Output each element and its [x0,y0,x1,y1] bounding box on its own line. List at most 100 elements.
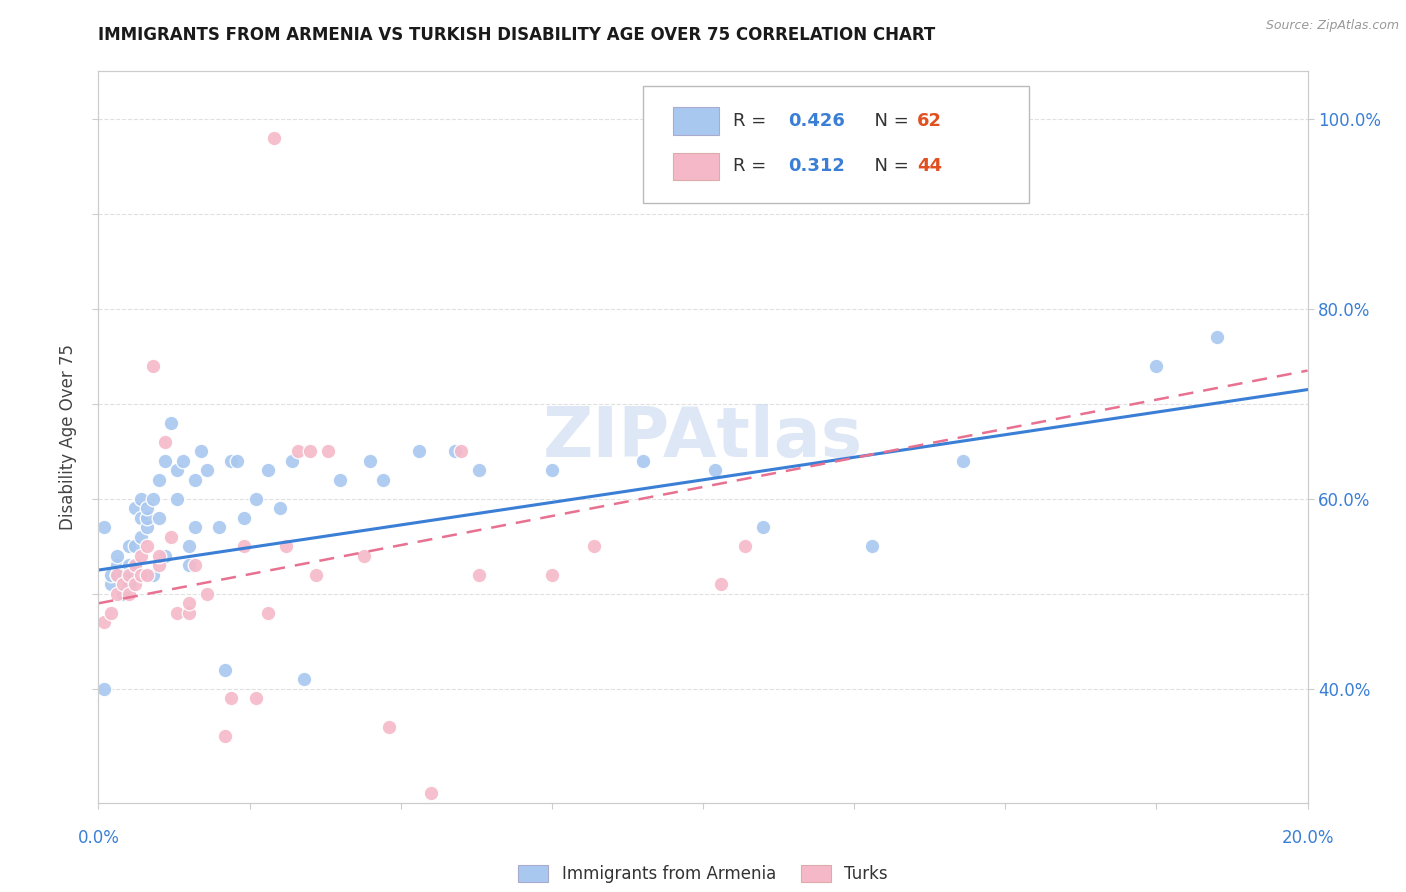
Point [118,567,141,582]
Point [316,444,339,458]
Point [129,491,152,506]
Point [734,539,756,553]
Point [118,567,141,582]
Point [166,606,188,620]
Point [263,131,285,145]
Point [129,530,152,544]
Point [124,539,146,553]
Text: N =: N = [863,112,914,130]
Point [184,558,207,573]
Point [105,549,128,563]
Point [124,558,146,573]
Point [232,539,254,553]
Point [245,491,267,506]
Point [135,539,157,553]
Point [93,520,115,534]
Point [287,444,309,458]
Point [135,520,157,534]
Point [179,539,201,553]
Point [142,359,165,373]
Text: IMMIGRANTS FROM ARMENIA VS TURKISH DISABILITY AGE OVER 75 CORRELATION CHART: IMMIGRANTS FROM ARMENIA VS TURKISH DISAB… [98,26,935,44]
Point [105,567,128,582]
Text: R =: R = [734,112,772,130]
Point [111,577,134,591]
Point [124,501,146,516]
Point [172,454,194,468]
Point [420,786,443,800]
Point [468,567,491,582]
Point [93,615,115,630]
Point [195,587,218,601]
Point [221,691,243,706]
Point [153,454,176,468]
Point [111,567,134,582]
Point [1144,359,1167,373]
Point [118,587,141,601]
Point [148,558,170,573]
Point [93,681,115,696]
FancyBboxPatch shape [673,107,718,135]
Point [269,501,291,516]
Point [408,444,430,458]
Point [305,567,328,582]
Point [281,454,304,468]
Point [118,539,141,553]
Point [105,567,128,582]
Text: 62: 62 [917,112,942,130]
Point [111,587,134,601]
Point [166,463,188,477]
Point [184,520,207,534]
Point [195,463,218,477]
Text: 20.0%: 20.0% [1281,829,1334,847]
Point [583,539,606,553]
Text: 44: 44 [917,158,942,176]
Point [444,444,467,458]
Point [160,416,183,430]
Point [124,577,146,591]
Point [148,473,170,487]
Point [129,549,152,563]
Point [100,577,122,591]
Point [377,720,399,734]
Point [129,511,152,525]
Point [135,567,157,582]
Point [179,558,201,573]
Point [129,567,152,582]
Point [329,473,352,487]
Point [190,444,212,458]
Point [245,691,267,706]
Point [135,501,157,516]
Point [179,606,201,620]
Point [299,444,322,458]
Text: 0.312: 0.312 [787,158,845,176]
Point [166,491,188,506]
Text: 0.426: 0.426 [787,112,845,130]
Point [540,463,562,477]
Point [540,567,562,582]
Point [208,520,231,534]
Point [353,549,375,563]
FancyBboxPatch shape [643,86,1029,203]
Text: 0.0%: 0.0% [77,829,120,847]
Point [214,729,236,743]
Point [468,463,491,477]
Point [153,434,176,449]
Text: Source: ZipAtlas.com: Source: ZipAtlas.com [1265,19,1399,31]
Point [118,558,141,573]
Legend: Immigrants from Armenia, Turks: Immigrants from Armenia, Turks [512,858,894,889]
Point [450,444,472,458]
Point [226,454,249,468]
Text: N =: N = [863,158,914,176]
Point [148,549,170,563]
Point [100,606,122,620]
Point [160,530,183,544]
Point [752,520,775,534]
Point [437,814,460,829]
Point [214,663,236,677]
Point [704,463,727,477]
Point [1206,330,1229,344]
Point [232,511,254,525]
Point [221,454,243,468]
Point [118,577,141,591]
Point [105,558,128,573]
